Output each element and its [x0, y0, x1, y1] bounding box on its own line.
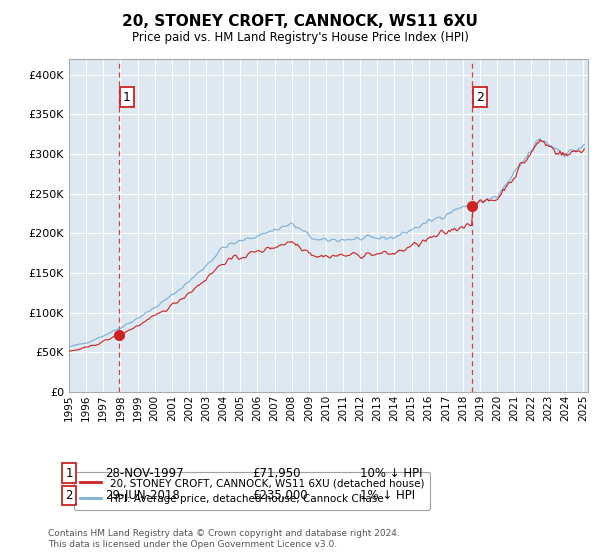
- Text: 2: 2: [476, 91, 484, 104]
- Text: 1% ↓ HPI: 1% ↓ HPI: [360, 489, 415, 502]
- Text: £71,950: £71,950: [252, 466, 301, 480]
- Text: 2: 2: [65, 489, 73, 502]
- Text: 28-NOV-1997: 28-NOV-1997: [105, 466, 184, 480]
- Text: 1: 1: [65, 466, 73, 480]
- Text: 20, STONEY CROFT, CANNOCK, WS11 6XU: 20, STONEY CROFT, CANNOCK, WS11 6XU: [122, 14, 478, 29]
- Text: Price paid vs. HM Land Registry's House Price Index (HPI): Price paid vs. HM Land Registry's House …: [131, 31, 469, 44]
- Text: Contains HM Land Registry data © Crown copyright and database right 2024.
This d: Contains HM Land Registry data © Crown c…: [48, 529, 400, 549]
- Text: 10% ↓ HPI: 10% ↓ HPI: [360, 466, 422, 480]
- Text: £235,000: £235,000: [252, 489, 308, 502]
- Legend: 20, STONEY CROFT, CANNOCK, WS11 6XU (detached house), HPI: Average price, detach: 20, STONEY CROFT, CANNOCK, WS11 6XU (det…: [74, 472, 430, 510]
- Text: 1: 1: [123, 91, 131, 104]
- Text: 29-JUN-2018: 29-JUN-2018: [105, 489, 180, 502]
